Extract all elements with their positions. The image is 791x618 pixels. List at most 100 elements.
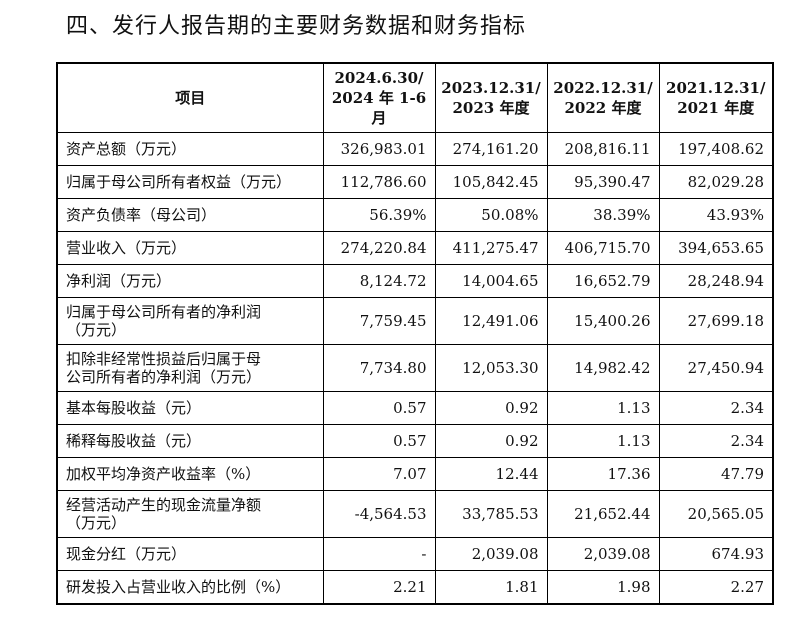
cell-value: 7,734.80 [322,344,436,392]
cell-value: 43.93% [658,198,774,232]
section-title: 四、发行人报告期的主要财务数据和财务指标 [66,14,527,39]
cell-value: 33,785.53 [434,490,548,538]
table-row: 稀释每股收益（元） 0.57 0.92 1.13 2.34 [56,424,774,458]
header-period-2: 2022.12.31/2022 年度 [546,62,660,133]
table-row: 资产负债率（母公司） 56.39% 50.08% 38.39% 43.93% [56,198,774,232]
cell-value: 12,491.06 [434,297,548,345]
cell-value: 12.44 [434,457,548,491]
row-label-line: 净利润（万元） [66,272,172,290]
row-label: 净利润（万元） [56,264,324,298]
row-label: 经营活动产生的现金流量净额 （万元） [56,490,324,538]
cell-value: 82,029.28 [658,165,774,199]
cell-value: 7,759.45 [322,297,436,345]
cell-value: -4,564.53 [322,490,436,538]
row-label: 资产负债率（母公司） [56,198,324,232]
row-label-line: 稀释每股收益（元） [66,432,202,450]
cell-value: 14,982.42 [546,344,660,392]
header-item: 项目 [56,62,324,133]
header-period-line: 2023 年度 [452,99,530,117]
row-label-line: 基本每股收益（元） [66,399,202,417]
cell-value: 0.57 [322,391,436,425]
header-period-line: 2022.12.31/ [553,79,653,97]
row-label-line: 加权平均净资产收益率（%） [66,465,261,483]
cell-value: 56.39% [322,198,436,232]
header-period-1: 2023.12.31/2023 年度 [434,62,548,133]
cell-value: 1.13 [546,424,660,458]
header-period-line: 2022 年度 [564,99,642,117]
cell-value: 27,699.18 [658,297,774,345]
cell-value: 197,408.62 [658,132,774,166]
cell-value: 2,039.08 [546,537,660,571]
cell-value: 326,983.01 [322,132,436,166]
row-label-line: 现金分红（万元） [66,545,187,563]
table-body: 资产总额（万元） 326,983.01 274,161.20 208,816.11 19… [56,132,774,605]
cell-value: 394,653.65 [658,231,774,265]
header-period-line: 2024 年 1-6 [331,89,427,107]
table-row: 加权平均净资产收益率（%） 7.07 12.44 17.36 47.79 [56,457,774,491]
cell-value: 112,786.60 [322,165,436,199]
header-period-line: 2024.6.30/ [334,69,424,87]
row-label-line: 归属于母公司所有者权益（万元） [66,173,292,191]
table-row: 归属于母公司所有者的净利润 （万元） 7,759.45 12,491.06 15,400… [56,297,774,345]
table-row: 经营活动产生的现金流量净额 （万元） -4,564.53 33,785.53 21,65… [56,490,774,538]
cell-value: 1.98 [546,570,660,605]
row-label: 研发投入占营业收入的比例（%） [56,570,324,605]
financial-data-table: 项目 2024.6.30/2024 年 1-6 月 2023.12.31/2023 … [56,62,774,605]
row-label-line: 营业收入（万元） [66,239,187,257]
table-row: 资产总额（万元） 326,983.01 274,161.20 208,816.11 19… [56,132,774,166]
cell-value: 411,275.47 [434,231,548,265]
row-label-line: 资产负债率（母公司） [66,206,217,224]
row-label-line: 经营活动产生的现金流量净额 [66,496,262,514]
row-label: 营业收入（万元） [56,231,324,265]
header-period-line: 2023.12.31/ [441,79,541,97]
cell-value: 14,004.65 [434,264,548,298]
row-label-line: 公司所有者的净利润（万元） [66,368,262,386]
header-period-3: 2021.12.31/2021 年度 [658,62,774,133]
cell-value: 21,652.44 [546,490,660,538]
row-label-line: 扣除非经常性损益后归属于母 [66,350,262,368]
table-header-row: 项目 2024.6.30/2024 年 1-6 月 2023.12.31/2023 … [56,62,774,133]
cell-value: 17.36 [546,457,660,491]
cell-value: 7.07 [322,457,436,491]
cell-value: 105,842.45 [434,165,548,199]
row-label: 现金分红（万元） [56,537,324,571]
cell-value: 38.39% [546,198,660,232]
table-row: 现金分红（万元） -2,039.08 2,039.08 674.93 [56,537,774,571]
cell-value: 27,450.94 [658,344,774,392]
row-label: 归属于母公司所有者权益（万元） [56,165,324,199]
table-row: 归属于母公司所有者权益（万元） 112,786.60 105,842.45 95,39… [56,165,774,199]
cell-value: 274,161.20 [434,132,548,166]
cell-value: 20,565.05 [658,490,774,538]
row-label-line: 研发投入占营业收入的比例（%） [66,578,291,596]
table-row: 研发投入占营业收入的比例（%） 2.21 1.81 1.98 2.27 [56,570,774,605]
cell-value: 2.21 [322,570,436,605]
cell-value: 0.92 [434,391,548,425]
cell-value: 16,652.79 [546,264,660,298]
table-row: 净利润（万元） 8,124.72 14,004.65 16,652.79 28,248.… [56,264,774,298]
header-period-0: 2024.6.30/2024 年 1-6 月 [322,62,436,133]
cell-value: 2.27 [658,570,774,605]
row-label: 稀释每股收益（元） [56,424,324,458]
cell-value: 8,124.72 [322,264,436,298]
cell-value: 12,053.30 [434,344,548,392]
cell-value: 95,390.47 [546,165,660,199]
cell-value: 0.57 [322,424,436,458]
table-row: 营业收入（万元） 274,220.84 411,275.47 406,715.70 39… [56,231,774,265]
cell-value: 2,039.08 [434,537,548,571]
cell-value: 406,715.70 [546,231,660,265]
cell-value: 47.79 [658,457,774,491]
cell-value: 2.34 [658,391,774,425]
cell-value: 1.81 [434,570,548,605]
row-label-line: （万元） [66,514,127,532]
table-row: 基本每股收益（元） 0.57 0.92 1.13 2.34 [56,391,774,425]
cell-value: - [322,537,436,571]
cell-value: 50.08% [434,198,548,232]
row-label: 资产总额（万元） [56,132,324,166]
row-label-line: （万元） [66,321,127,339]
cell-value: 274,220.84 [322,231,436,265]
row-label: 扣除非经常性损益后归属于母 公司所有者的净利润（万元） [56,344,324,392]
row-label-line: 归属于母公司所有者的净利润 [66,303,262,321]
cell-value: 1.13 [546,391,660,425]
header-period-line: 2021 年度 [677,99,755,117]
cell-value: 15,400.26 [546,297,660,345]
